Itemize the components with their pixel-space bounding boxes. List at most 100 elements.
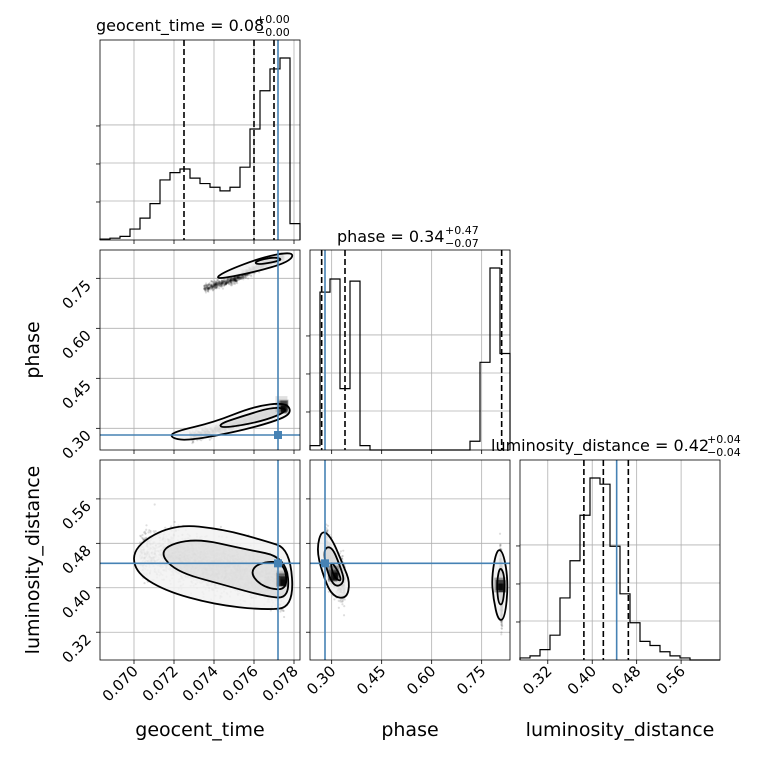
sample-point — [235, 279, 238, 282]
sample-point — [235, 279, 238, 282]
sample-point — [281, 609, 285, 612]
sample-point — [203, 286, 207, 289]
sample-point — [245, 274, 249, 277]
sample-point — [244, 276, 248, 280]
sample-point — [215, 286, 218, 289]
sample-point — [218, 281, 221, 284]
sample-point — [219, 525, 223, 528]
sample-point — [224, 280, 227, 283]
sample-point — [225, 282, 228, 285]
sample-point — [228, 281, 232, 284]
sample-point — [241, 275, 245, 278]
sample-point — [235, 280, 238, 283]
sample-point — [207, 287, 210, 290]
sample-point — [206, 286, 210, 289]
sample-point — [239, 276, 242, 279]
sample-point — [229, 279, 232, 282]
sample-point — [236, 277, 239, 280]
sample-point — [226, 277, 230, 281]
sample-point — [234, 279, 237, 282]
sample-point — [205, 284, 208, 287]
sample-point — [221, 280, 224, 283]
sample-point — [212, 288, 216, 291]
sample-point — [206, 289, 209, 293]
sample-point — [214, 286, 217, 289]
scatter-panel-geocent-time-vs-phase: 0.300.450.600.75 — [58, 249, 301, 463]
sample-point — [214, 283, 217, 286]
sample-point — [282, 609, 285, 613]
panel-frame — [99, 39, 301, 241]
sample-point — [229, 281, 232, 284]
xlabel-luminosity-distance: luminosity_distance — [526, 719, 715, 741]
sample-point — [216, 283, 220, 287]
sample-point — [231, 279, 235, 282]
sample-point — [207, 283, 210, 286]
sample-point — [227, 280, 230, 283]
sample-point — [226, 279, 229, 282]
sample-point — [225, 281, 229, 284]
sample-point — [215, 283, 218, 286]
sample-point — [234, 279, 237, 282]
sample-point — [233, 276, 236, 279]
sample-point — [230, 279, 234, 282]
sample-point — [220, 281, 223, 284]
title-phase-minus: −0.07 — [445, 237, 479, 250]
sample-point — [220, 283, 223, 286]
sample-point — [203, 284, 206, 287]
sample-point — [152, 530, 155, 533]
sample-point — [216, 283, 219, 287]
sample-point — [221, 287, 225, 290]
sample-point — [220, 281, 223, 284]
sample-point — [203, 284, 206, 287]
sample-point — [246, 274, 249, 277]
sample-point — [221, 282, 225, 285]
sample-point — [144, 537, 147, 540]
sample-point — [239, 275, 242, 279]
ylabel-phase: phase — [22, 321, 44, 378]
sample-point — [232, 277, 236, 281]
histogram-step — [519, 477, 720, 661]
contour-fill-inner — [255, 257, 281, 264]
sample-point — [235, 281, 238, 284]
sample-point — [236, 279, 239, 282]
sample-point — [218, 282, 221, 285]
sample-point — [242, 278, 245, 281]
sample-point — [226, 277, 229, 280]
sample-point — [244, 274, 247, 277]
sample-point — [221, 283, 224, 286]
sample-point — [238, 277, 242, 280]
sample-point — [225, 283, 228, 286]
sample-point — [231, 279, 234, 282]
sample-point — [224, 282, 227, 285]
sample-point — [230, 278, 233, 281]
sample-point — [213, 285, 217, 288]
sample-point — [227, 283, 231, 286]
sample-point — [233, 279, 236, 282]
sample-point — [236, 278, 239, 281]
sample-point — [233, 279, 236, 282]
sample-point — [147, 531, 150, 534]
sample-point — [240, 277, 243, 280]
sample-point — [234, 278, 237, 281]
sample-point — [230, 281, 233, 285]
sample-point — [213, 285, 216, 288]
sample-point — [220, 283, 223, 287]
sample-point — [225, 281, 228, 284]
sample-point — [233, 278, 236, 282]
sample-point — [234, 278, 237, 281]
sample-point — [200, 439, 203, 442]
sample-point — [213, 282, 216, 285]
sample-point — [209, 283, 212, 286]
contour-fill — [218, 253, 293, 279]
hist-panel-luminosity-distance: 0.32 0.40 0.48 0.56 — [516, 459, 721, 698]
sample-point — [218, 282, 221, 286]
sample-point — [231, 277, 235, 280]
sample-point — [218, 283, 221, 286]
sample-point — [233, 276, 236, 280]
sample-point — [244, 275, 247, 279]
sample-point — [236, 277, 240, 280]
sample-point — [218, 282, 221, 285]
sample-point — [211, 289, 214, 292]
sample-point — [230, 278, 233, 281]
sample-point — [233, 279, 236, 282]
